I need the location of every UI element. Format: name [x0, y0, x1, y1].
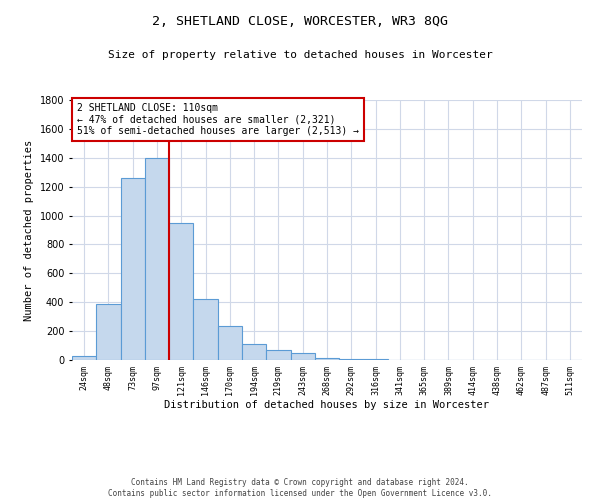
Bar [266, 350, 290, 360]
Bar [145, 158, 169, 360]
Text: Size of property relative to detached houses in Worcester: Size of property relative to detached ho… [107, 50, 493, 60]
Bar [218, 326, 242, 360]
Bar [72, 356, 96, 360]
X-axis label: Distribution of detached houses by size in Worcester: Distribution of detached houses by size … [164, 400, 490, 410]
Bar [242, 344, 266, 360]
Bar [315, 358, 339, 360]
Text: Contains HM Land Registry data © Crown copyright and database right 2024.
Contai: Contains HM Land Registry data © Crown c… [108, 478, 492, 498]
Bar [339, 358, 364, 360]
Bar [193, 298, 218, 360]
Bar [96, 304, 121, 360]
Bar [169, 223, 193, 360]
Bar [290, 353, 315, 360]
Text: 2 SHETLAND CLOSE: 110sqm
← 47% of detached houses are smaller (2,321)
51% of sem: 2 SHETLAND CLOSE: 110sqm ← 47% of detach… [77, 102, 359, 136]
Y-axis label: Number of detached properties: Number of detached properties [24, 140, 34, 320]
Text: 2, SHETLAND CLOSE, WORCESTER, WR3 8QG: 2, SHETLAND CLOSE, WORCESTER, WR3 8QG [152, 15, 448, 28]
Bar [121, 178, 145, 360]
